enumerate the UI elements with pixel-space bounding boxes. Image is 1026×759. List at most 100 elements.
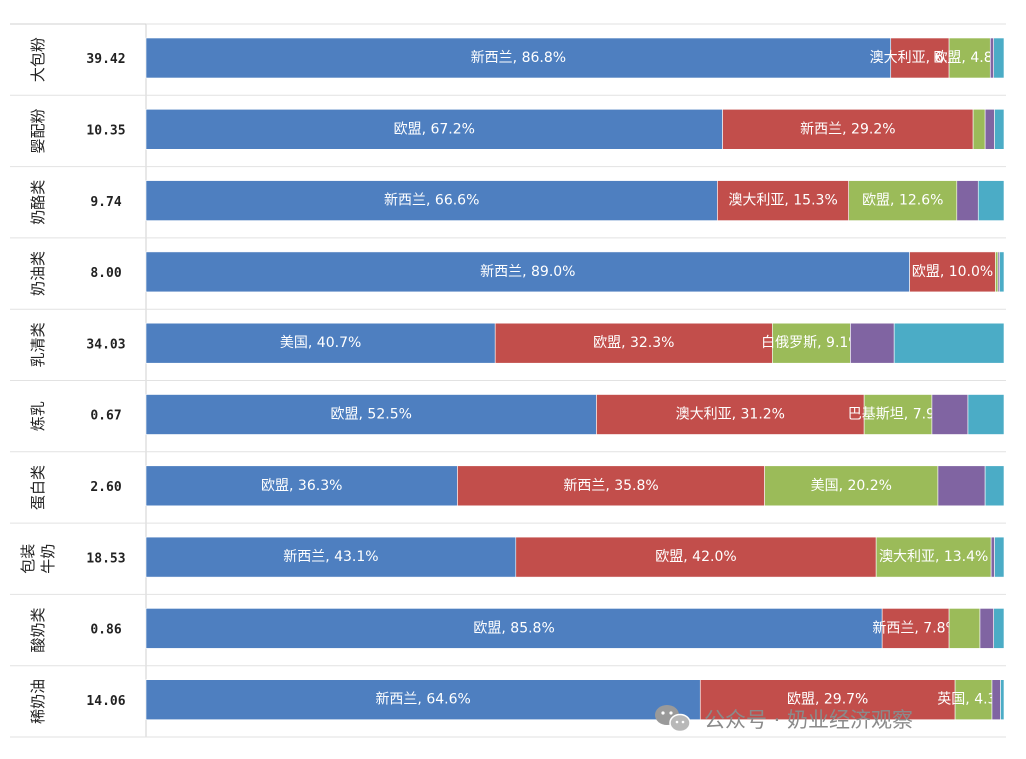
- segment-label: 欧盟, 12.6%: [862, 193, 943, 209]
- bar-segment: [937, 465, 986, 507]
- bar-segment: [145, 251, 910, 293]
- bar-segment: [145, 37, 892, 79]
- bar-segment: [956, 180, 979, 221]
- bar-segment: [764, 465, 939, 507]
- bar-segment: [972, 109, 986, 150]
- bar-segment: [990, 536, 995, 578]
- watermark: 公众号 · 奶业经济观察: [655, 705, 913, 733]
- segment-label: 白俄罗斯, 9.1%: [761, 335, 861, 351]
- bars: 新西兰, 86.8% 澳大利亚, 6.8%欧盟, 4.8% 欧盟, 67.2% 新西兰…: [145, 37, 1010, 721]
- total-value: 34.03: [86, 337, 125, 352]
- segment-label: 欧盟, 4.8%: [933, 50, 1005, 66]
- bar-segment: [999, 251, 1005, 293]
- segment-label: 美国, 20.2%: [811, 478, 892, 494]
- bar-segment: [890, 37, 950, 79]
- bar-segment: [1000, 679, 1005, 721]
- bar-segment: [984, 109, 995, 150]
- bar-segment: [596, 394, 865, 435]
- bar-segment: [977, 180, 1005, 221]
- segment-label: 澳大利亚, 15.3%: [728, 193, 837, 209]
- total-value: 10.35: [86, 123, 125, 138]
- bar-segment: [995, 251, 999, 293]
- segment-label: 欧盟, 36.3%: [261, 478, 342, 494]
- category-label: 大包粉: [29, 37, 47, 82]
- category-label: 包装: [19, 544, 37, 574]
- bar-segment: [909, 251, 996, 293]
- bar-segment: [145, 536, 517, 578]
- segment-label: 澳大利亚, 13.4%: [879, 549, 988, 565]
- total-value: 0.86: [90, 623, 121, 638]
- bar-segment: [699, 679, 956, 721]
- bar-segment: [145, 109, 723, 150]
- segment-label: 欧盟, 42.0%: [655, 549, 736, 565]
- bar-segment: [994, 109, 1005, 150]
- bar-segment: [993, 608, 1005, 649]
- bar-segment: [145, 180, 718, 221]
- bar-segment: [931, 394, 969, 435]
- segment-label: 美国, 40.7%: [280, 335, 361, 351]
- bar-segment: [457, 465, 765, 507]
- total-value: 39.42: [86, 52, 125, 67]
- bar-segment: [863, 394, 933, 435]
- category-label: 蛋白类: [29, 465, 47, 510]
- bar-segment: [881, 608, 950, 649]
- segment-label: 欧盟, 67.2%: [394, 121, 475, 137]
- bar-segment: [948, 608, 981, 649]
- segment-label: 新西兰, 66.6%: [384, 193, 479, 209]
- segment-label: 新西兰, 35.8%: [563, 478, 658, 494]
- bar-segment: [145, 394, 597, 435]
- total-value: 14.06: [86, 694, 125, 709]
- total-value: 8.00: [90, 266, 121, 281]
- category-label: 牛奶: [39, 544, 57, 574]
- category-labels: 大包粉 39.42 婴配粉 10.35 奶酪类 9.74 奶油类 8.00 乳清类 34.03 炼乳…: [19, 37, 126, 724]
- bar-segment: [145, 465, 458, 507]
- watermark-text: 公众号 · 奶业经济观察: [704, 708, 913, 732]
- segment-label: 新西兰, 43.1%: [283, 549, 378, 565]
- segment-label: 澳大利亚, 31.2%: [676, 407, 785, 423]
- bar-segment: [994, 536, 1005, 578]
- category-label: 炼乳: [29, 401, 47, 431]
- segment-label: 新西兰, 29.2%: [800, 121, 895, 137]
- bar-segment: [717, 180, 850, 221]
- gridlines: [10, 23, 1006, 738]
- segment-label: 英国, 4.3%: [937, 691, 1009, 708]
- bar-segment: [893, 322, 1005, 364]
- category-label: 乳清类: [29, 322, 47, 367]
- bar-segment: [850, 322, 895, 364]
- category-label: 奶油类: [29, 251, 47, 296]
- segment-label: 欧盟, 29.7%: [787, 692, 868, 708]
- segment-label: 澳大利亚, 6.8%: [870, 50, 970, 66]
- bar-segment: [991, 679, 1001, 721]
- bar-segment: [772, 322, 851, 364]
- bar-segment: [979, 608, 995, 649]
- segment-label: 新西兰, 7.8%: [872, 620, 958, 636]
- bar-segment: [145, 679, 701, 721]
- category-label: 稀奶油: [29, 679, 47, 724]
- wechat-icon: [655, 705, 691, 733]
- segment-label: 新西兰, 64.6%: [375, 692, 470, 708]
- category-label: 酸奶类: [29, 608, 47, 653]
- bar-segment: [984, 465, 1005, 507]
- segment-label: 欧盟, 52.5%: [331, 407, 412, 423]
- total-value: 0.67: [90, 409, 121, 424]
- total-value: 2.60: [90, 480, 121, 495]
- bar-segment: [967, 394, 1005, 435]
- segment-label: 欧盟, 85.8%: [473, 620, 554, 636]
- bar-segment: [948, 37, 991, 79]
- category-label: 婴配粉: [29, 108, 47, 153]
- category-label: 奶酪类: [29, 180, 47, 225]
- segment-label: 巴基斯坦, 7.9%: [848, 406, 948, 423]
- bar-segment: [145, 608, 883, 649]
- bar-segment: [989, 37, 995, 79]
- total-value: 18.53: [86, 551, 125, 566]
- bar-segment: [993, 37, 1005, 79]
- bar-segment: [145, 322, 496, 364]
- segment-label: 新西兰, 86.8%: [471, 50, 566, 66]
- segment-label: 新西兰, 89.0%: [480, 264, 575, 280]
- bar-segment: [848, 180, 958, 221]
- bar-segment: [875, 536, 992, 578]
- bar-segment: [515, 536, 877, 578]
- bar-segment: [494, 322, 773, 364]
- segment-label: 欧盟, 10.0%: [912, 264, 993, 280]
